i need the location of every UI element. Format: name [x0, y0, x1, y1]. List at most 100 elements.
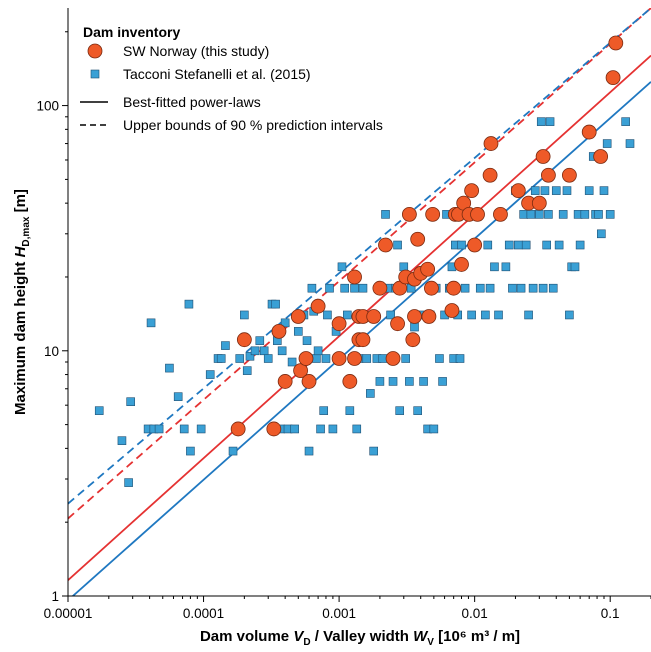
legend-bound-label: Upper bounds of 90 % prediction interval…	[123, 117, 383, 133]
tacconi-point	[337, 262, 347, 272]
legend-title: Dam inventory	[83, 24, 180, 40]
tacconi-point	[221, 341, 230, 350]
tacconi-point	[526, 210, 536, 219]
norway-point	[531, 195, 547, 211]
tacconi-point	[399, 262, 409, 272]
tacconi-point	[625, 139, 635, 148]
fit-line-red-dashed	[68, 8, 651, 520]
x-tick-label: 0.0001	[183, 606, 224, 621]
tacconi-point	[467, 310, 476, 320]
tacconi-point	[352, 424, 362, 434]
tacconi-point	[548, 283, 558, 293]
norway-point	[405, 332, 421, 348]
tacconi-point	[475, 283, 485, 293]
tacconi-point	[584, 186, 594, 195]
norway-point	[372, 280, 388, 296]
norway-point	[421, 309, 437, 324]
tacconi-point	[179, 424, 189, 434]
norway-point	[347, 269, 362, 285]
tacconi-point	[410, 322, 419, 332]
norway-point	[293, 363, 309, 379]
tacconi-point	[551, 186, 561, 195]
norway-point	[347, 351, 362, 366]
tacconi-point	[429, 424, 439, 434]
tacconi-point	[501, 262, 511, 272]
tacconi-point	[524, 310, 533, 320]
tacconi-point	[280, 318, 290, 328]
norway-point	[342, 374, 358, 389]
legend: Dam inventory SW Norway (this study) Tac…	[80, 24, 383, 133]
norway-point	[483, 136, 499, 151]
norway-point	[493, 206, 508, 222]
tacconi-point	[173, 392, 183, 401]
tacconi-point	[413, 406, 422, 415]
norway-point	[407, 309, 422, 324]
y-tick-label: 1	[51, 589, 59, 604]
tacconi-point	[259, 346, 269, 356]
tacconi-point	[184, 299, 194, 309]
tacconi-point	[228, 446, 238, 456]
tacconi-point	[435, 354, 444, 363]
tacconi-point	[255, 336, 265, 345]
tacconi-point	[386, 310, 395, 320]
tacconi-point	[481, 310, 490, 320]
norway-point	[290, 309, 306, 324]
tacconi-point	[530, 186, 540, 195]
tacconi-point	[343, 310, 352, 320]
tacconi-point	[565, 310, 574, 320]
tacconi-point	[302, 336, 312, 345]
tacconi-point	[554, 240, 564, 250]
x-tick-label: 0.1	[601, 606, 620, 621]
norway-point	[331, 351, 347, 366]
norway-point	[424, 280, 439, 296]
norway-point	[301, 374, 317, 389]
fit-line-blue-dashed	[68, 8, 651, 505]
norway-point	[355, 332, 371, 348]
norway-point	[298, 351, 314, 366]
norway-point	[581, 124, 597, 140]
norway-point	[378, 237, 393, 253]
tacconi-point	[457, 240, 466, 250]
norway-point	[366, 309, 382, 324]
tacconi-point	[146, 318, 156, 328]
tacconi-point	[94, 406, 104, 415]
tacconi-point	[594, 210, 603, 219]
norway-point	[446, 280, 462, 296]
tacconi-point	[545, 117, 555, 126]
tacconi-point	[358, 283, 368, 293]
norway-point	[425, 206, 441, 222]
legend-tacconi-label: Tacconi Stefanelli et al. (2015)	[123, 66, 311, 82]
x-axis-title: Dam volume VD / Valley width WV [10⁶ m³ …	[200, 628, 520, 648]
tacconi-point	[516, 283, 526, 293]
tacconi-point	[263, 354, 273, 363]
tacconi-point	[485, 283, 495, 293]
legend-norway-label: SW Norway (this study)	[123, 43, 269, 59]
norway-points	[230, 35, 624, 437]
axes: 0.00001 0.0001 0.001 0.01 0.1 1 10 100	[36, 8, 651, 621]
norway-point	[467, 237, 483, 253]
tacconi-point	[242, 366, 252, 375]
tacconi-point	[460, 283, 470, 293]
tacconi-point	[312, 354, 321, 363]
norway-point	[608, 35, 624, 51]
tacconi-point	[575, 240, 585, 250]
tacconi-point	[558, 210, 568, 219]
y-axis-title: Maximum dam height HD,max [m]	[12, 189, 32, 415]
tacconi-point	[345, 406, 355, 415]
tacconi-point	[321, 354, 331, 363]
norway-point	[385, 351, 401, 366]
tacconi-point	[271, 299, 280, 309]
tacconi-point	[562, 186, 572, 195]
tacconi-point	[605, 210, 615, 219]
tacconi-point	[362, 354, 372, 363]
tacconi-point	[381, 210, 390, 219]
tacconi-point	[536, 117, 546, 126]
tacconi-point	[508, 283, 517, 293]
tacconi-point	[490, 262, 499, 272]
norway-point	[236, 332, 252, 348]
tacconi-point	[483, 240, 493, 250]
norway-point	[310, 298, 326, 314]
tacconi-point	[124, 478, 133, 487]
tacconi-point	[519, 210, 528, 219]
